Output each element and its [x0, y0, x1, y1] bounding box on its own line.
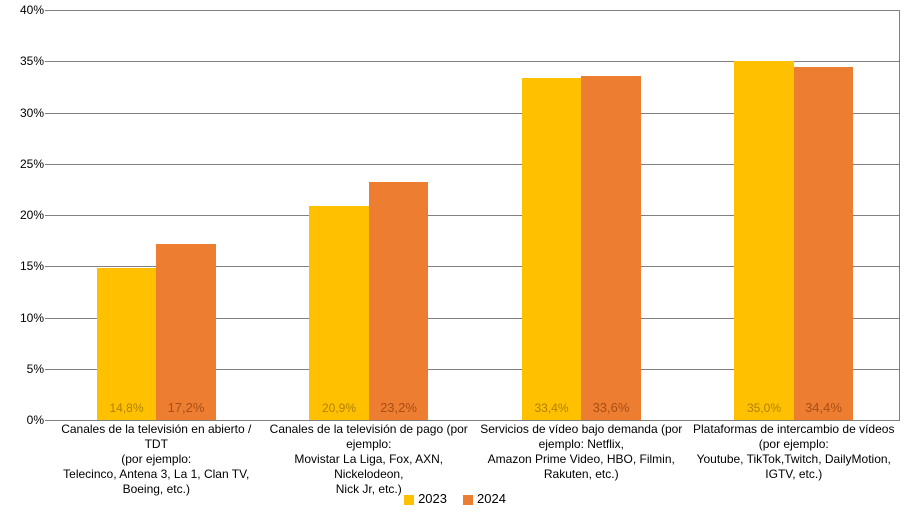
- bar-value-label: 35,0%: [734, 402, 794, 414]
- bar-2024: 17,2%: [156, 244, 216, 420]
- gridline: [50, 420, 900, 421]
- bar-2024: 34,4%: [794, 67, 854, 420]
- bar-group: 20,9%23,2%: [263, 10, 476, 420]
- y-axis-label: 10%: [4, 311, 44, 325]
- bar-value-label: 33,4%: [522, 402, 582, 414]
- y-axis-label: 5%: [4, 362, 44, 376]
- bars-container: 14,8%17,2%20,9%23,2%33,4%33,6%35,0%34,4%: [50, 10, 900, 420]
- legend-entry: 2024: [463, 491, 506, 506]
- bar-value-label: 20,9%: [309, 402, 369, 414]
- x-category-label: Canales de la televisión en abierto / TD…: [50, 422, 263, 482]
- bar-group: 33,4%33,6%: [475, 10, 688, 420]
- x-category-label: Plataformas de intercambio de vídeos(por…: [688, 422, 901, 482]
- legend-swatch: [404, 495, 414, 505]
- legend: 2023 2024: [0, 490, 910, 506]
- bar-group: 14,8%17,2%: [50, 10, 263, 420]
- bar-2023: 33,4%: [522, 78, 582, 420]
- bar-2024: 33,6%: [581, 76, 641, 420]
- bar-value-label: 14,8%: [97, 402, 157, 414]
- bar-value-label: 33,6%: [581, 401, 641, 414]
- chart-area: 14,8%17,2%20,9%23,2%33,4%33,6%35,0%34,4%: [50, 10, 900, 420]
- bar-2024: 23,2%: [369, 182, 429, 420]
- x-category-label: Canales de la televisión de pago (poreje…: [263, 422, 476, 482]
- legend-swatch: [463, 495, 473, 505]
- legend-entry: 2023: [404, 491, 447, 506]
- bar-value-label: 23,2%: [369, 401, 429, 414]
- bar-2023: 35,0%: [734, 61, 794, 420]
- y-axis-label: 0%: [4, 413, 44, 427]
- bar-value-label: 17,2%: [156, 401, 216, 414]
- legend-label: 2023: [418, 491, 447, 506]
- x-axis-labels: Canales de la televisión en abierto / TD…: [50, 422, 900, 482]
- y-axis-label: 15%: [4, 259, 44, 273]
- y-axis-label: 30%: [4, 106, 44, 120]
- y-axis-label: 40%: [4, 3, 44, 17]
- y-axis-label: 25%: [4, 157, 44, 171]
- y-axis-label: 35%: [4, 54, 44, 68]
- bar-2023: 20,9%: [309, 206, 369, 420]
- bar-value-label: 34,4%: [794, 401, 854, 414]
- bar-group: 35,0%34,4%: [688, 10, 901, 420]
- legend-label: 2024: [477, 491, 506, 506]
- bar-2023: 14,8%: [97, 268, 157, 420]
- x-category-label: Servicios de vídeo bajo demanda (porejem…: [475, 422, 688, 482]
- y-axis-label: 20%: [4, 208, 44, 222]
